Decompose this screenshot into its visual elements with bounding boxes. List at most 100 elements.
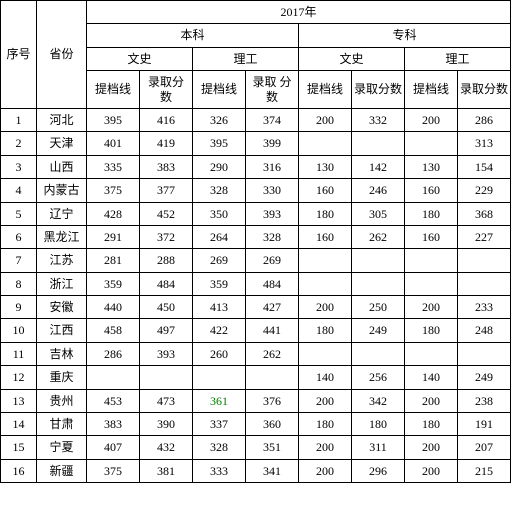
cell-bl-tidang: 350 (193, 202, 246, 225)
cell-zl-tidang: 160 (405, 179, 458, 202)
cell-zl-luqu (458, 342, 511, 365)
cell-zw-luqu: 256 (352, 366, 405, 389)
score-table: 序号 省份 2017年 本科 专科 文史 理工 文史 理工 提档线 录取分 数 … (0, 0, 511, 483)
cell-bw-tidang: 395 (87, 108, 140, 131)
table-container: 序号 省份 2017年 本科 专科 文史 理工 文史 理工 提档线 录取分 数 … (0, 0, 511, 483)
cell-zl-tidang: 200 (405, 108, 458, 131)
header-bw: 文史 (87, 47, 193, 70)
cell-zl-luqu: 227 (458, 225, 511, 248)
cell-province: 江西 (37, 319, 87, 342)
cell-zw-luqu: 311 (352, 436, 405, 459)
cell-seq: 12 (1, 366, 37, 389)
cell-bl-luqu: 360 (246, 413, 299, 436)
cell-bl-luqu: 316 (246, 155, 299, 178)
cell-bw-luqu (140, 366, 193, 389)
cell-zw-tidang: 200 (299, 459, 352, 482)
cell-zl-tidang (405, 249, 458, 272)
cell-zw-luqu: 246 (352, 179, 405, 202)
table-row: 8浙江359484359484 (1, 272, 511, 295)
cell-zl-tidang: 180 (405, 202, 458, 225)
cell-bw-luqu: 484 (140, 272, 193, 295)
cell-province: 浙江 (37, 272, 87, 295)
table-row: 4内蒙古375377328330160246160229 (1, 179, 511, 202)
cell-zw-tidang: 180 (299, 319, 352, 342)
cell-zw-tidang: 130 (299, 155, 352, 178)
cell-province: 宁夏 (37, 436, 87, 459)
header-seq: 序号 (1, 1, 37, 109)
cell-zl-tidang: 180 (405, 413, 458, 436)
cell-bw-luqu: 390 (140, 413, 193, 436)
cell-bw-luqu: 450 (140, 296, 193, 319)
cell-bl-luqu: 341 (246, 459, 299, 482)
cell-bw-luqu: 452 (140, 202, 193, 225)
cell-zw-luqu: 332 (352, 108, 405, 131)
cell-zw-luqu: 296 (352, 459, 405, 482)
cell-bl-luqu: 441 (246, 319, 299, 342)
cell-seq: 13 (1, 389, 37, 412)
cell-zl-tidang (405, 342, 458, 365)
cell-province: 山西 (37, 155, 87, 178)
cell-bl-luqu: 399 (246, 132, 299, 155)
cell-seq: 7 (1, 249, 37, 272)
cell-bl-tidang: 264 (193, 225, 246, 248)
header-zw: 文史 (299, 47, 405, 70)
cell-bl-luqu: 328 (246, 225, 299, 248)
cell-province: 安徽 (37, 296, 87, 319)
cell-seq: 4 (1, 179, 37, 202)
cell-bw-luqu: 416 (140, 108, 193, 131)
header-zw-t: 提档线 (299, 71, 352, 109)
cell-bw-tidang: 375 (87, 179, 140, 202)
cell-bw-tidang: 335 (87, 155, 140, 178)
cell-province: 天津 (37, 132, 87, 155)
table-row: 12重庆140256140249 (1, 366, 511, 389)
cell-zw-tidang (299, 132, 352, 155)
table-row: 6黑龙江291372264328160262160227 (1, 225, 511, 248)
cell-bw-tidang: 281 (87, 249, 140, 272)
cell-zw-tidang: 140 (299, 366, 352, 389)
header-zl-l: 录取分数 (458, 71, 511, 109)
header-bl-t: 提档线 (193, 71, 246, 109)
cell-bw-tidang: 291 (87, 225, 140, 248)
cell-zl-luqu: 207 (458, 436, 511, 459)
cell-zw-tidang: 180 (299, 202, 352, 225)
cell-zl-tidang (405, 272, 458, 295)
cell-province: 内蒙古 (37, 179, 87, 202)
header-zw-l: 录取分数 (352, 71, 405, 109)
cell-bl-tidang: 290 (193, 155, 246, 178)
cell-zw-luqu: 180 (352, 413, 405, 436)
cell-zw-tidang: 180 (299, 413, 352, 436)
cell-zl-luqu: 191 (458, 413, 511, 436)
table-row: 5辽宁428452350393180305180368 (1, 202, 511, 225)
table-row: 13贵州453473361376200342200238 (1, 389, 511, 412)
cell-zw-tidang: 200 (299, 296, 352, 319)
cell-bl-tidang: 359 (193, 272, 246, 295)
cell-zl-tidang: 140 (405, 366, 458, 389)
cell-zw-luqu (352, 132, 405, 155)
cell-bl-luqu: 376 (246, 389, 299, 412)
cell-zl-luqu: 249 (458, 366, 511, 389)
cell-seq: 15 (1, 436, 37, 459)
cell-bw-tidang: 286 (87, 342, 140, 365)
cell-province: 黑龙江 (37, 225, 87, 248)
header-zl-t: 提档线 (405, 71, 458, 109)
cell-bw-tidang: 428 (87, 202, 140, 225)
cell-zl-luqu: 286 (458, 108, 511, 131)
cell-bl-tidang: 328 (193, 436, 246, 459)
cell-seq: 9 (1, 296, 37, 319)
table-row: 2天津401419395399313 (1, 132, 511, 155)
cell-bw-luqu: 473 (140, 389, 193, 412)
cell-zl-luqu: 368 (458, 202, 511, 225)
cell-bw-luqu: 381 (140, 459, 193, 482)
cell-bw-luqu: 497 (140, 319, 193, 342)
cell-zw-tidang: 160 (299, 225, 352, 248)
cell-seq: 10 (1, 319, 37, 342)
cell-zl-luqu (458, 249, 511, 272)
cell-province: 吉林 (37, 342, 87, 365)
cell-bl-tidang: 337 (193, 413, 246, 436)
cell-zw-tidang: 200 (299, 108, 352, 131)
cell-zl-luqu: 215 (458, 459, 511, 482)
cell-bl-luqu: 427 (246, 296, 299, 319)
cell-bw-tidang: 375 (87, 459, 140, 482)
cell-bl-tidang: 326 (193, 108, 246, 131)
cell-bl-tidang: 395 (193, 132, 246, 155)
